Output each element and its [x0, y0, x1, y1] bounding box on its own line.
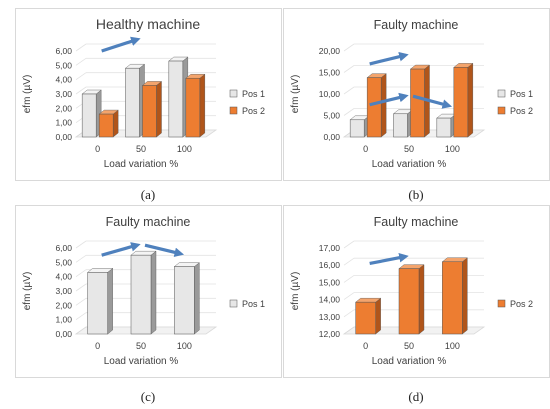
chart-panel-c: Faulty machine 0,00 1,00 2,00 3,00 4,00 5,00 6,…: [15, 205, 282, 378]
legend-item: Pos 1: [497, 89, 533, 99]
legend-item: Pos 1: [229, 89, 265, 99]
y-tick-label: 1,00: [55, 315, 72, 325]
x-tick-label: 50: [136, 144, 146, 154]
chart-title: Faulty machine: [106, 215, 191, 229]
y-tick-label: 5,00: [55, 60, 72, 70]
chart-panel-a: Healthy machine 0,00 1,00 2,00 3,00 4,00 5,00 6…: [15, 8, 282, 181]
y-tick-label: 0,00: [55, 329, 72, 339]
y-tick-label: 2,00: [55, 103, 72, 113]
caption-a: (a): [140, 187, 156, 202]
x-axis-label: Load variation %: [372, 159, 447, 170]
bar-pos-1-100: [168, 56, 189, 138]
legend-label: Pos 1: [242, 299, 265, 309]
x-tick-label: 50: [404, 341, 414, 351]
chart-svg: Healthy machine 0,00 1,00 2,00 3,00 4,00 5,00 6…: [22, 16, 265, 170]
bar-pos-2-50: [398, 264, 425, 335]
y-tick-label: 5,00: [323, 111, 340, 121]
chart-title: Faulty machine: [374, 215, 459, 229]
x-tick-label: 50: [404, 144, 414, 154]
x-tick-label: 0: [95, 144, 100, 154]
y-tick-label: 2,00: [55, 300, 72, 310]
chart-title: Faulty machine: [374, 18, 459, 32]
caption-b: (b): [408, 187, 424, 202]
x-axis-label: Load variation %: [372, 356, 447, 367]
chart-title: Healthy machine: [96, 16, 200, 32]
chart-svg: Faulty machine 0,00 5,00 10,00 15,00 20,00 efm…: [290, 18, 533, 170]
legend-item: Pos 1: [229, 299, 265, 309]
bar-pos-1-50: [392, 109, 414, 138]
y-tick-label: 13,00: [319, 312, 341, 322]
legend-item: Pos 2: [229, 106, 265, 116]
chart-svg: Faulty machine 12,00 13,00 14,00 15,00 16,00 1…: [290, 215, 533, 367]
caption-c: (c): [140, 389, 156, 404]
legend-label: Pos 1: [242, 89, 265, 99]
y-tick-label: 6,00: [55, 46, 72, 56]
bar-pos-2-50: [141, 80, 163, 138]
legend-label: Pos 2: [510, 299, 533, 309]
trend-arrow: [101, 242, 141, 257]
y-tick-label: 10,00: [319, 89, 341, 99]
bar-pos-2-0: [366, 73, 387, 138]
bar-pos-2-100: [453, 62, 474, 138]
y-tick-label: 15,00: [319, 68, 341, 78]
y-tick-label: 3,00: [55, 286, 72, 296]
bar-pos-2-100: [441, 257, 468, 335]
trend-arrow: [144, 243, 185, 258]
legend-item: Pos 2: [497, 299, 533, 309]
bar-pos-1-50: [130, 250, 157, 335]
y-axis-label: efm (µV): [290, 272, 301, 311]
legend-label: Pos 2: [510, 106, 533, 116]
legend-label: Pos 2: [242, 106, 265, 116]
y-tick-label: 15,00: [319, 277, 341, 287]
x-axis-label: Load variation %: [104, 159, 179, 170]
y-axis-label: efm (µV): [22, 75, 33, 114]
chart-panel-b: Faulty machine 0,00 5,00 10,00 15,00 20,00 efm…: [283, 8, 550, 181]
x-axis-label: Load variation %: [104, 356, 179, 367]
y-tick-label: 0,00: [323, 132, 340, 142]
y-tick-label: 20,00: [319, 46, 341, 56]
x-tick-label: 100: [177, 144, 192, 154]
legend-item: Pos 2: [497, 106, 533, 116]
y-axis-label: efm (µV): [22, 272, 33, 311]
caption-d: (d): [408, 389, 424, 404]
chart-svg: Faulty machine 0,00 1,00 2,00 3,00 4,00 5,00 6,…: [22, 215, 265, 367]
y-tick-label: 4,00: [55, 272, 72, 282]
x-tick-label: 50: [136, 341, 146, 351]
trend-arrow: [369, 51, 409, 66]
bar-pos-1-100: [173, 262, 200, 335]
x-tick-label: 100: [177, 341, 192, 351]
x-tick-label: 0: [363, 144, 368, 154]
bar-pos-1-100: [436, 113, 457, 138]
y-tick-label: 3,00: [55, 89, 72, 99]
bar-pos-2-0: [355, 297, 382, 335]
chart-panel-d: Faulty machine 12,00 13,00 14,00 15,00 16,00 1…: [283, 205, 550, 378]
bar-pos-1-0: [81, 89, 102, 138]
trend-arrow: [369, 92, 409, 107]
y-tick-label: 0,00: [55, 132, 72, 142]
trend-arrow: [369, 252, 409, 266]
bar-pos-2-100: [185, 73, 206, 138]
y-tick-label: 5,00: [55, 257, 72, 267]
bar-pos-1-0: [349, 115, 370, 138]
x-tick-label: 100: [445, 341, 460, 351]
x-tick-label: 100: [445, 144, 460, 154]
y-tick-label: 12,00: [319, 329, 341, 339]
bar-pos-1-50: [124, 63, 146, 138]
y-tick-label: 17,00: [319, 243, 341, 253]
bar-pos-1-0: [87, 267, 114, 335]
y-tick-label: 1,00: [55, 118, 72, 128]
x-tick-label: 0: [95, 341, 100, 351]
y-tick-label: 14,00: [319, 295, 341, 305]
y-tick-label: 16,00: [319, 260, 341, 270]
x-tick-label: 0: [363, 341, 368, 351]
trend-arrow: [101, 36, 141, 53]
bar-pos-2-0: [98, 109, 119, 138]
y-tick-label: 6,00: [55, 243, 72, 253]
legend-label: Pos 1: [510, 89, 533, 99]
trend-arrow: [412, 94, 453, 109]
y-tick-label: 4,00: [55, 75, 72, 85]
y-axis-label: efm (µV): [290, 75, 301, 114]
